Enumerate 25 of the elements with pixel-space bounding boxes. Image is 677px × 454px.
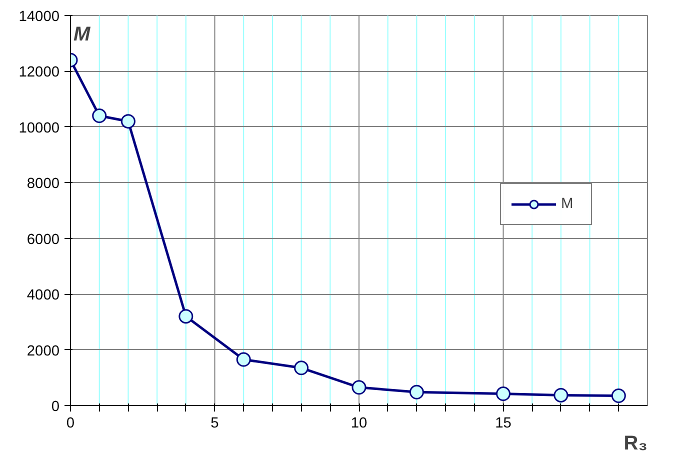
y-tick-label: 12000 <box>18 64 60 81</box>
point <box>92 108 107 124</box>
point <box>120 114 136 129</box>
y-tick-label: 2000 <box>26 343 60 360</box>
x-axis-title: R₃ <box>624 432 648 454</box>
y-axis-title: M <box>74 24 92 46</box>
y-tick-label: 10000 <box>18 120 60 136</box>
x-tick-label: 10 <box>350 416 368 432</box>
point <box>409 384 424 400</box>
y-tick-label: 4000 <box>26 288 60 304</box>
x-tick-label: 15 <box>495 416 512 432</box>
y-tick-label: 0 <box>51 399 60 415</box>
point <box>611 388 626 403</box>
point <box>294 360 309 376</box>
point <box>236 352 251 367</box>
y-tick-label: 14000 <box>18 9 60 25</box>
legend-label: M <box>561 196 574 212</box>
point <box>554 388 568 402</box>
point <box>496 386 510 402</box>
x-tick-label: 0 <box>66 416 75 432</box>
y-tick-label: 8000 <box>26 176 60 192</box>
x-tick-label: 5 <box>210 416 219 432</box>
point <box>178 309 194 324</box>
y-tick-label: 6000 <box>26 232 60 248</box>
point <box>352 380 366 395</box>
